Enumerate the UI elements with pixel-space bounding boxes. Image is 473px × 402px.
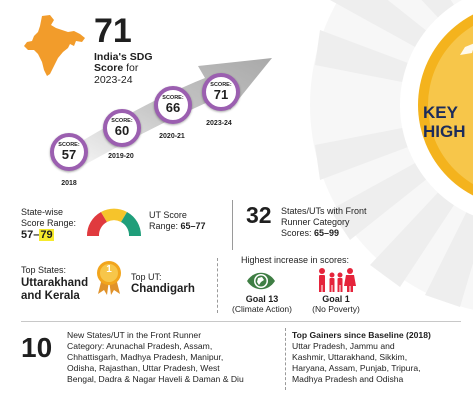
medal-number: 1: [106, 264, 112, 275]
state-range-low: 57: [21, 229, 34, 241]
score-circle-2018: SCORE: 57: [50, 133, 88, 171]
state-range-high: 79: [39, 229, 54, 241]
front-runner-line1: States/UTs with Front: [281, 206, 367, 216]
sdg-score-value: 71: [94, 12, 132, 50]
score-label: SCORE:: [162, 95, 184, 101]
gauge-icon: [86, 208, 142, 236]
ut-range-line1: UT Score: [149, 210, 187, 220]
score-circle-2023-24: SCORE: 71: [202, 73, 240, 111]
score-label: SCORE:: [58, 142, 80, 148]
state-range-sep: –: [33, 229, 40, 241]
family-icon: [319, 268, 356, 292]
divider: [217, 258, 218, 313]
sdg-score-year: 2023-24: [94, 74, 133, 86]
score-value: 57: [61, 147, 77, 162]
list-line: Bengal, Dadra & Nagar Haveli & Daman & D…: [67, 374, 244, 384]
goal1-name: Goal 1: [322, 294, 350, 304]
year-2019-20: 2019-20: [108, 153, 134, 160]
score-word: Score: [94, 62, 124, 74]
list-line: Madhya Pradesh and Odisha: [292, 374, 404, 384]
divider: [21, 321, 461, 322]
score-circle-2020-21: SCORE: 66: [154, 86, 192, 124]
front-runner-block: States/UTs with Front Runner Category Sc…: [281, 206, 406, 239]
key-highlights-heading: KEY HIGH: [423, 103, 466, 141]
state-range-line1: State-wise: [21, 207, 64, 217]
divider: [232, 200, 233, 250]
increase-title: Highest increase in scores:: [241, 255, 350, 265]
key-highlights-line2: HIGH: [423, 122, 466, 141]
top-ut-label: Top UT:: [131, 272, 162, 282]
front-runner-value: 65–99: [314, 228, 340, 238]
list-line: New States/UT in the Front Runner: [67, 330, 202, 340]
key-highlights-line1: KEY: [423, 103, 458, 122]
new-front-runner-list: New States/UT in the Front Runner Catego…: [67, 330, 282, 385]
top-states-line2: and Kerala: [21, 290, 80, 302]
ut-range-label: Range:: [149, 221, 181, 231]
score-value: 71: [213, 87, 229, 102]
score-label: SCORE:: [210, 82, 232, 88]
sdg-score-title: India's SDG: [94, 51, 153, 63]
new-front-runner-count: 10: [21, 332, 53, 363]
year-2018: 2018: [61, 180, 77, 187]
medal-icon: [97, 261, 121, 295]
state-range-value: 57–79: [21, 229, 91, 242]
front-runner-label: Scores:: [281, 228, 315, 238]
list-line: Uttar Pradesh, Jammu and: [292, 341, 395, 351]
year-2023-24: 2023-24: [206, 120, 232, 127]
india-map-icon: [24, 15, 85, 76]
top-states-label: Top States:: [21, 265, 67, 275]
list-line: Category: Arunachal Pradesh, Assam,: [67, 341, 213, 351]
list-line: Kashmir, Uttarakhand, Sikkim,: [292, 352, 408, 362]
eye-earth-icon: [247, 272, 275, 290]
score-value: 66: [165, 100, 181, 115]
top-gainers-block: Top Gainers since Baseline (2018) Uttar …: [292, 330, 472, 385]
ut-range-value: 65–77: [180, 221, 206, 231]
score-circle-2019-20: SCORE: 60: [103, 109, 141, 147]
state-range-line2: Score Range:: [21, 218, 77, 228]
divider: [285, 328, 286, 390]
front-runner-line2: Runner Category: [281, 217, 350, 227]
list-line: Odisha, Rajasthan, Uttar Pradesh, West: [67, 363, 220, 373]
front-runner-count: 32: [246, 202, 272, 228]
top-states-line1: Uttarakhand: [21, 277, 89, 289]
top-states-value: Uttarakhand and Kerala: [21, 277, 88, 303]
for-word: for: [123, 62, 139, 74]
goal1-desc: (No Poverty): [312, 304, 360, 314]
state-range-block: State-wise Score Range: 57–79: [21, 207, 91, 242]
list-line: Chhattisgarh, Madhya Pradesh, Manipur,: [67, 352, 224, 362]
top-gainers-title: Top Gainers since Baseline (2018): [292, 330, 431, 340]
sdg-score-subtitle: Score for: [94, 62, 138, 74]
score-label: SCORE:: [111, 118, 133, 124]
list-line: Haryana, Assam, Punjab, Tripura,: [292, 363, 421, 373]
goal13-name: Goal 13: [245, 294, 279, 304]
year-2020-21: 2020-21: [159, 133, 185, 140]
ut-range-block: UT Score Range: 65–77: [149, 210, 229, 232]
goal13-desc: (Climate Action): [232, 304, 292, 314]
top-ut-value: Chandigarh: [131, 283, 195, 295]
score-value: 60: [114, 123, 130, 138]
